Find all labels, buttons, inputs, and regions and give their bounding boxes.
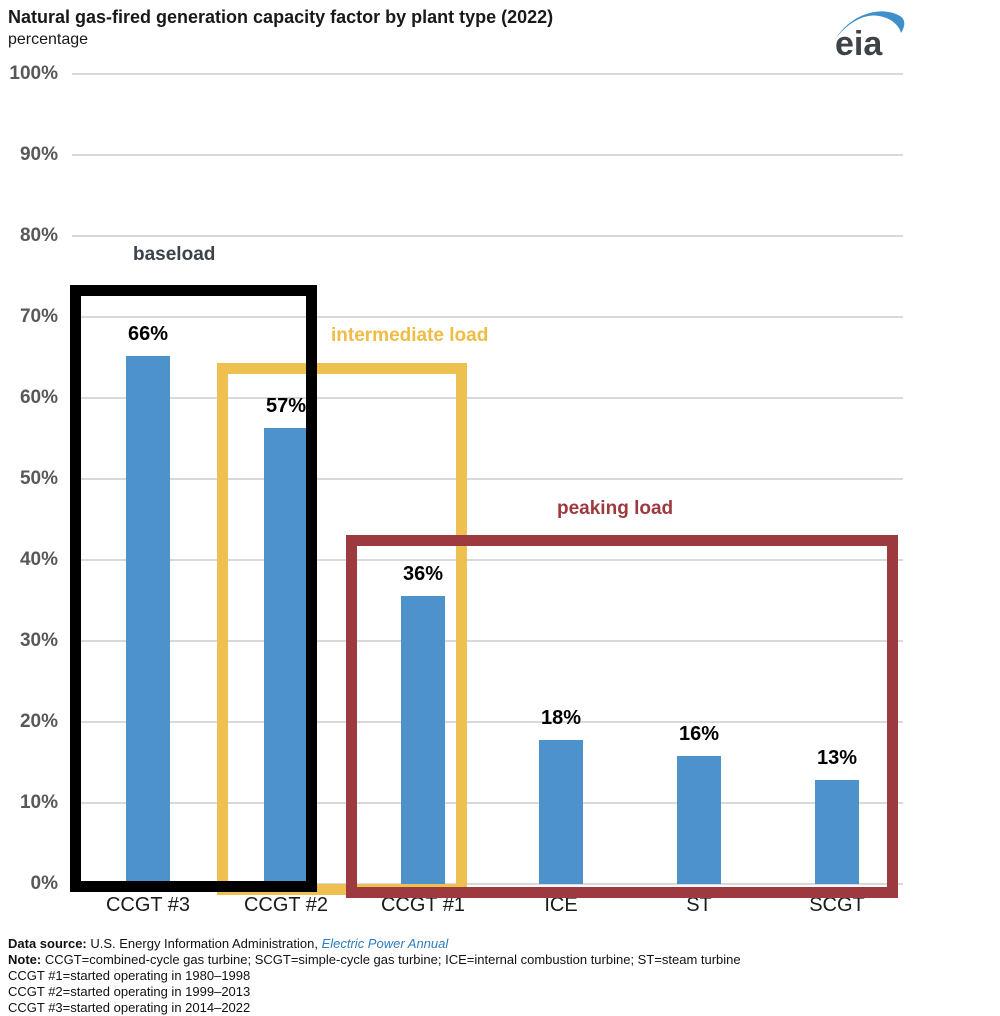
annotation-label-peaking-load: peaking load (557, 498, 674, 519)
bar-ccgt-1 (401, 596, 445, 884)
data-source-line: Data source: U.S. Energy Information Adm… (8, 936, 741, 952)
gridline-60 (72, 397, 903, 399)
page-subtitle: percentage (8, 31, 89, 48)
gridline-80 (72, 235, 903, 237)
footnote-ccgt1: CCGT #1=started operating in 1980–1998 (8, 968, 251, 983)
y-axis-label-100: 100% (9, 63, 58, 84)
y-axis-label-40: 40% (19, 549, 58, 570)
y-axis-label-70: 70% (19, 306, 58, 327)
x-axis-label-ccgt-1: CCGT #1 (380, 894, 466, 916)
value-label-ccgt-2: 57% (265, 395, 307, 417)
data-source-label: Data source: (8, 936, 87, 951)
x-axis-label-ccgt-3: CCGT #3 (105, 894, 191, 916)
y-axis-label-0: 0% (30, 873, 58, 894)
footer: Data source: U.S. Energy Information Adm… (8, 936, 741, 1016)
bar-ice (539, 740, 583, 884)
page-title: Natural gas-fired generation capacity fa… (8, 7, 554, 27)
x-axis-label-ccgt-2: CCGT #2 (243, 894, 329, 916)
gridline-40 (72, 559, 903, 561)
y-axis-label-50: 50% (19, 468, 58, 489)
footnote-ccgt2: CCGT #2=started operating in 1999–2013 (8, 984, 251, 999)
bar-st (677, 756, 721, 884)
x-axis-label-ice: ICE (544, 894, 578, 916)
annotation-label-baseload: baseload (133, 244, 216, 265)
annotation-label-intermediate-load: intermediate load (331, 325, 489, 346)
y-axis-label-90: 90% (19, 144, 58, 165)
value-label-ccgt-1: 36% (402, 563, 444, 585)
eia-logo: eia (833, 5, 909, 63)
y-axis-label-30: 30% (19, 630, 58, 651)
annotation-box-intermediate-load (217, 363, 467, 895)
gridline-10 (72, 802, 903, 804)
gridline-30 (72, 640, 903, 642)
data-source-link[interactable]: Electric Power Annual (321, 936, 449, 951)
y-axis-label-20: 20% (19, 711, 58, 732)
x-axis-label-st: ST (686, 894, 712, 916)
gridline-100 (72, 73, 903, 75)
value-label-ccgt-3: 66% (127, 323, 169, 345)
value-label-st: 16% (678, 723, 720, 745)
gridline-90 (72, 154, 903, 156)
bar-ccgt-2 (264, 428, 308, 884)
y-axis-label-80: 80% (19, 225, 58, 246)
bar-ccgt-3 (126, 356, 170, 884)
value-label-scgt: 13% (816, 747, 858, 769)
note-line: Note: CCGT=combined-cycle gas turbine; S… (8, 952, 741, 968)
gridline-50 (72, 478, 903, 480)
gridline-0 (72, 883, 903, 885)
gridline-20 (72, 721, 903, 723)
y-axis-label-10: 10% (19, 792, 58, 813)
footnote-ccgt3: CCGT #3=started operating in 2014–2022 (8, 1000, 251, 1015)
bar-scgt (815, 780, 859, 884)
value-label-ice: 18% (540, 707, 582, 729)
data-source-text: U.S. Energy Information Administration, (86, 936, 322, 951)
note-label: Note: (8, 952, 42, 967)
x-axis-label-scgt: SCGT (809, 894, 865, 916)
annotation-box-baseload (70, 285, 317, 892)
eia-logo-text: eia (835, 25, 883, 59)
y-axis-label-60: 60% (19, 387, 58, 408)
eia-logo-svg: eia (835, 11, 905, 63)
note-text: CCGT=combined-cycle gas turbine; SCGT=si… (41, 952, 741, 967)
gridline-70 (72, 316, 903, 318)
annotation-box-peaking-load (346, 535, 898, 898)
